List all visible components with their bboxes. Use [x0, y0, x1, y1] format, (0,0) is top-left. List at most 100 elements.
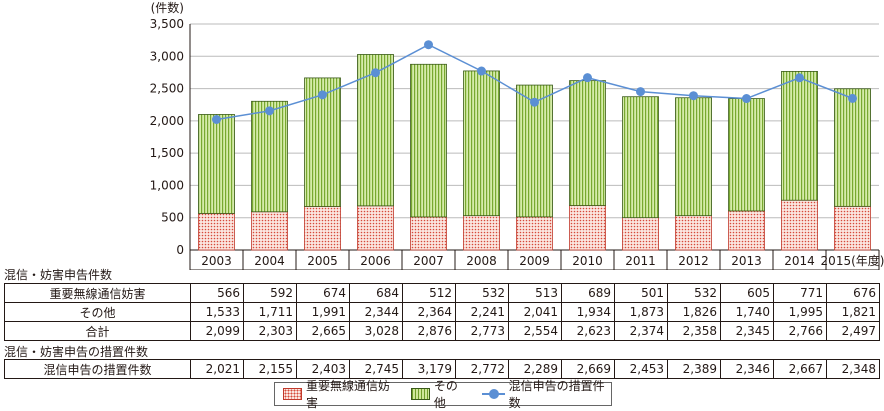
line-point-measures [795, 73, 804, 83]
x-tick-label: 2004 [254, 254, 285, 268]
table-cell: 3,179 [402, 359, 456, 379]
x-tick-label: 2010 [572, 254, 603, 268]
table-cell: 2,021 [190, 359, 244, 379]
table-row: その他 1,533 1,711 1,991 2,344 2,364 2,241 2,041 1,… [4, 302, 880, 322]
y-tick-label: 3,500 [150, 17, 184, 31]
table-cell: 2,453 [614, 359, 668, 379]
x-tick-label: 2008 [466, 254, 497, 268]
row-label: 合計 [4, 321, 191, 341]
legend-marker-measures [481, 389, 505, 399]
line-point-measures [265, 106, 274, 116]
x-tick-label: 2005 [307, 254, 338, 268]
y-tick-label: 1,500 [150, 146, 184, 160]
table-cell: 2,876 [402, 321, 456, 341]
x-tick-label: 2012 [678, 254, 709, 268]
line-point-measures [742, 94, 751, 104]
table-row: 混信申告の措置件数 2,021 2,155 2,403 2,745 3,179 2,772 2… [4, 359, 880, 379]
table-cell: 1,873 [614, 302, 668, 322]
table-cell: 532 [455, 283, 509, 303]
table-cell: 566 [190, 283, 244, 303]
table-cell: 605 [720, 283, 774, 303]
bar-other [728, 98, 765, 212]
bar-other [357, 54, 394, 207]
legend-item-measures: 混信申告の措置件数 [481, 377, 611, 411]
x-tick-label: 2003 [201, 254, 232, 268]
table-cell: 2,745 [349, 359, 403, 379]
table-cell: 676 [826, 283, 880, 303]
table-cell: 684 [349, 283, 403, 303]
table-cell: 2,303 [243, 321, 297, 341]
bar-other [251, 100, 288, 213]
stacked-bar-line-chart: 0 500 1,000 1,500 2,000 2,500 3,000 3,500 (件数) 20… [150, 0, 884, 270]
x-tick-label: 2011 [625, 254, 656, 268]
table-cell: 2,497 [826, 321, 880, 341]
line-point-measures [371, 68, 380, 78]
legend-label-interference: 重要無線通信妨害 [306, 379, 391, 410]
table-cell: 2,403 [296, 359, 350, 379]
bar-interference [569, 205, 606, 251]
x-tick-label: 2009 [519, 254, 550, 268]
bar-interference [675, 215, 712, 251]
bar-other [516, 84, 553, 218]
x-tick-label: 2014 [784, 254, 815, 268]
bar-other [675, 97, 712, 217]
table-cell: 1,740 [720, 302, 774, 322]
bar-other [463, 70, 500, 217]
bar-interference [834, 205, 871, 251]
table-cell: 1,934 [561, 302, 615, 322]
y-tick-label: 3,000 [150, 49, 184, 63]
bar-other [569, 80, 606, 206]
line-point-measures [636, 87, 645, 97]
bar-other [781, 70, 818, 201]
table-cell: 2,389 [667, 359, 721, 379]
legend-label-measures: 混信申告の措置件数 [508, 379, 605, 410]
legend-item-interference: 重要無線通信妨害 [283, 377, 397, 411]
table-cell: 1,991 [296, 302, 350, 322]
table-cell: 512 [402, 283, 456, 303]
table-row: 合計 2,099 2,303 2,665 3,028 2,876 2,773 2,554 2,6… [4, 321, 880, 341]
row-label: その他 [4, 302, 191, 322]
table-cell: 2,665 [296, 321, 350, 341]
table-cell: 2,099 [190, 321, 244, 341]
bar-interference [410, 216, 447, 251]
bar-interference [304, 206, 341, 251]
bar-interference [251, 211, 288, 251]
section2-title: 混信・妨害申告の措置件数 [4, 345, 149, 359]
line-point-measures [477, 66, 486, 76]
legend-swatch-interference [283, 388, 303, 400]
bar-interference [516, 216, 553, 251]
bar-other [410, 63, 447, 218]
row-label: 重要無線通信妨害 [4, 283, 191, 303]
table-cell: 2,623 [561, 321, 615, 341]
bar-interference [463, 215, 500, 251]
table-cell: 689 [561, 283, 615, 303]
x-tick-label: 2006 [360, 254, 391, 268]
table-cell: 2,348 [826, 359, 880, 379]
bar-interference [198, 213, 235, 251]
table-cell: 771 [773, 283, 827, 303]
bar-interference [357, 205, 394, 251]
bar-other [198, 114, 235, 214]
line-point-measures [424, 40, 433, 50]
legend-swatch-other [410, 388, 430, 400]
table-cell: 2,241 [455, 302, 509, 322]
legend-item-other: その他 [410, 377, 468, 411]
data-table-1: 重要無線通信妨害 566 592 674 684 512 532 513 689 501 532 60… [4, 283, 880, 341]
x-tick-label: 2013 [731, 254, 762, 268]
table-cell: 2,155 [243, 359, 297, 379]
table-cell: 513 [508, 283, 562, 303]
table-cell: 2,346 [720, 359, 774, 379]
table-cell: 674 [296, 283, 350, 303]
y-tick-label: 1,000 [150, 178, 184, 192]
table-cell: 2,344 [349, 302, 403, 322]
table-cell: 501 [614, 283, 668, 303]
table-cell: 2,773 [455, 321, 509, 341]
table-cell: 2,364 [402, 302, 456, 322]
table-cell: 2,374 [614, 321, 668, 341]
line-point-measures [689, 91, 698, 101]
table-cell: 2,766 [773, 321, 827, 341]
bar-other [834, 88, 871, 207]
table-cell: 1,826 [667, 302, 721, 322]
line-point-measures [212, 115, 221, 125]
table-cell: 1,821 [826, 302, 880, 322]
